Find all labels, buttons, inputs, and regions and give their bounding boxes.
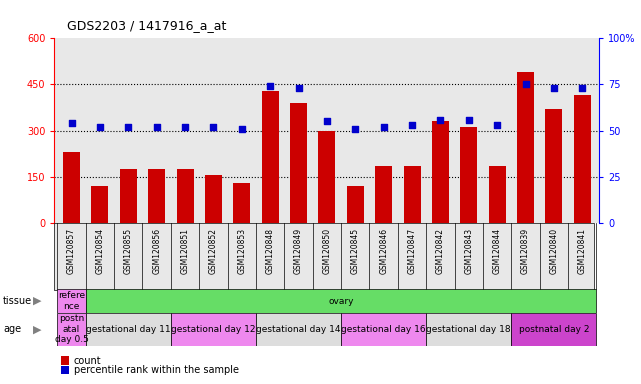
Text: GSM120848: GSM120848 — [265, 228, 274, 274]
Point — [549, 85, 559, 91]
Text: GSM120857: GSM120857 — [67, 228, 76, 274]
Text: GSM120852: GSM120852 — [209, 228, 218, 274]
Bar — [426, 313, 512, 346]
Text: GSM120846: GSM120846 — [379, 228, 388, 274]
Text: ovary: ovary — [328, 296, 354, 306]
Bar — [347, 186, 364, 223]
Bar — [171, 313, 256, 346]
Point — [577, 85, 587, 91]
Text: GSM120849: GSM120849 — [294, 228, 303, 274]
Point — [379, 124, 389, 130]
Text: GSM120854: GSM120854 — [96, 228, 104, 274]
Point — [407, 122, 417, 128]
Point — [208, 124, 219, 130]
Text: postnatal day 2: postnatal day 2 — [519, 325, 589, 334]
Point — [322, 118, 332, 124]
Text: GSM120847: GSM120847 — [408, 228, 417, 274]
Text: tissue: tissue — [3, 296, 32, 306]
Text: GSM120856: GSM120856 — [152, 228, 161, 274]
Point — [435, 116, 445, 122]
Bar — [375, 166, 392, 223]
Bar — [57, 313, 86, 346]
Bar — [404, 166, 420, 223]
Bar — [574, 95, 591, 223]
Point — [492, 122, 503, 128]
Text: GSM120842: GSM120842 — [436, 228, 445, 274]
Text: GSM120843: GSM120843 — [464, 228, 473, 274]
Text: GSM120855: GSM120855 — [124, 228, 133, 274]
Bar — [86, 313, 171, 346]
Text: GDS2203 / 1417916_a_at: GDS2203 / 1417916_a_at — [67, 19, 227, 32]
Text: ▶: ▶ — [33, 324, 42, 334]
Bar — [120, 169, 137, 223]
Bar — [205, 175, 222, 223]
Bar — [262, 91, 279, 223]
Text: percentile rank within the sample: percentile rank within the sample — [74, 365, 238, 375]
Text: GSM120850: GSM120850 — [322, 228, 331, 274]
Bar — [432, 121, 449, 223]
Bar — [512, 313, 597, 346]
Bar — [517, 72, 534, 223]
Text: gestational day 14: gestational day 14 — [256, 325, 341, 334]
Text: gestational day 16: gestational day 16 — [342, 325, 426, 334]
Bar — [341, 313, 426, 346]
Point — [520, 81, 531, 88]
Point — [463, 116, 474, 122]
Bar — [92, 186, 108, 223]
Text: postn
atal
day 0.5: postn atal day 0.5 — [54, 314, 88, 344]
Bar — [148, 169, 165, 223]
Point — [123, 124, 133, 130]
Bar — [256, 313, 341, 346]
Text: refere
nce: refere nce — [58, 291, 85, 311]
Text: age: age — [3, 324, 21, 334]
Bar — [460, 127, 478, 223]
Text: GSM120841: GSM120841 — [578, 228, 587, 274]
Text: GSM120840: GSM120840 — [549, 228, 558, 274]
Bar — [545, 109, 562, 223]
Bar — [63, 152, 80, 223]
Bar — [290, 103, 307, 223]
Point — [67, 120, 77, 126]
Bar — [233, 183, 250, 223]
Text: gestational day 18: gestational day 18 — [426, 325, 511, 334]
Text: GSM120845: GSM120845 — [351, 228, 360, 274]
Point — [180, 124, 190, 130]
Point — [294, 85, 304, 91]
Point — [350, 126, 360, 132]
Text: GSM120853: GSM120853 — [237, 228, 246, 274]
Text: GSM120839: GSM120839 — [521, 228, 530, 274]
Bar — [488, 166, 506, 223]
Text: gestational day 11: gestational day 11 — [86, 325, 171, 334]
Text: ▶: ▶ — [33, 296, 42, 306]
Point — [265, 83, 275, 89]
Text: gestational day 12: gestational day 12 — [171, 325, 256, 334]
Bar — [319, 131, 335, 223]
Bar — [57, 289, 86, 313]
Text: GSM120844: GSM120844 — [493, 228, 502, 274]
Text: count: count — [74, 356, 101, 366]
Point — [237, 126, 247, 132]
Text: GSM120851: GSM120851 — [181, 228, 190, 274]
Bar — [176, 169, 194, 223]
Point — [151, 124, 162, 130]
Point — [95, 124, 105, 130]
